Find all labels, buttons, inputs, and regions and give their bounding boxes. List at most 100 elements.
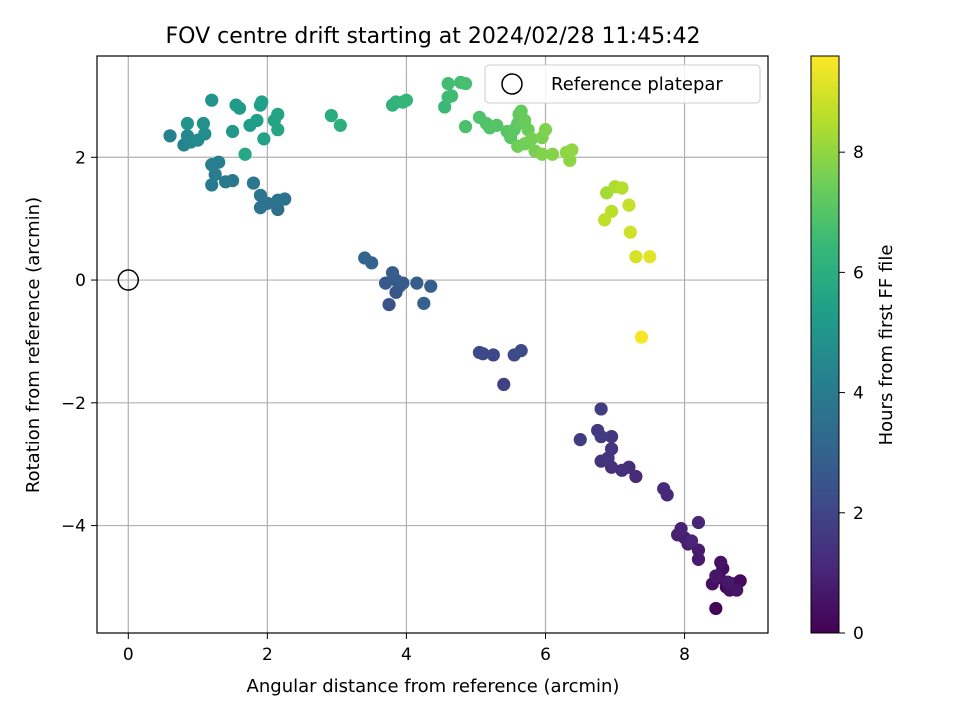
data-point [486,348,500,362]
data-point [657,482,671,496]
data-point [709,569,723,583]
data-point [524,132,539,146]
data-point [643,250,657,264]
data-point [255,95,269,109]
y-tick-label: −2 [61,394,86,414]
data-point [232,101,247,115]
x-tick-label: 4 [401,645,412,665]
plot-frame [96,55,769,634]
data-point [458,119,473,134]
x-tick-label: 0 [123,645,134,665]
data-point [604,442,619,456]
reference-platepar-marker [117,269,140,291]
data-point [180,116,194,131]
data-point [225,124,240,139]
data-point [615,181,629,195]
colorbar-tick-label: 2 [853,504,864,524]
data-point [604,429,619,444]
data-point [196,116,210,131]
data-point [721,575,735,589]
data-point [714,555,728,570]
data-point [634,330,649,344]
axis-ticks: 0 2 4 6 8 −4 −2 0 2 [61,148,690,665]
data-point [622,198,636,212]
data-point [445,89,459,103]
x-tick-label: 8 [679,645,690,665]
chart-title: FOV centre drift starting at 2024/02/28 … [166,24,701,49]
data-point [198,127,212,141]
data-point [565,143,579,157]
data-point [257,132,271,146]
legend: Reference platepar [484,64,761,104]
data-point [594,402,608,416]
data-point [684,534,699,548]
data-point [358,251,372,265]
data-point [535,147,549,161]
data-point [490,118,504,132]
x-tick-label: 6 [540,645,551,665]
data-point [730,583,744,597]
data-point [271,202,285,217]
data-point [205,178,219,192]
data-point [615,463,629,477]
data-point [333,118,347,132]
colorbar-ticks: 0 2 4 6 8 [839,143,864,644]
data-point [573,433,587,447]
data-point [623,225,637,239]
data-point [691,543,706,557]
data-point [253,188,268,202]
legend-box [484,64,761,104]
data-point [674,522,688,536]
x-axis-label: Angular distance from reference (arcmin) [247,676,620,697]
data-point [458,77,473,91]
data-point [238,147,252,161]
data-point [514,344,528,358]
data-point [253,201,268,215]
colorbar-tick-label: 6 [853,263,864,283]
legend-reference-marker [501,73,523,95]
data-point [180,129,194,143]
legend-entry-reference: Reference platepar [551,74,723,95]
data-point [594,429,608,444]
axes-border [96,55,769,634]
data-point [538,123,553,137]
data-point [205,93,219,107]
data-point [278,192,292,206]
data-point [219,175,233,189]
colorbar-tick-label: 4 [853,384,864,404]
data-points [117,75,747,616]
x-tick-label: 2 [262,645,273,665]
data-point [410,276,424,290]
data-point [441,77,455,91]
data-point [396,276,410,290]
data-point [709,601,723,616]
y-tick-label: −4 [61,517,86,537]
y-tick-label: 0 [75,271,86,291]
data-point [497,377,511,391]
data-point [629,250,643,264]
data-point [597,213,612,227]
data-point [629,469,643,484]
data-point [271,107,285,121]
data-point [399,93,414,107]
data-point [472,345,487,360]
y-tick-label: 2 [75,148,86,168]
data-point [385,266,400,280]
data-point [424,279,438,293]
data-point [271,123,285,137]
colorbar-tick-label: 0 [853,624,864,644]
data-point [691,552,706,566]
colorbar-tick-label: 8 [853,143,864,163]
data-point [250,113,264,128]
y-axis-label: Rotation from reference (arcmin) [23,197,44,493]
colorbar: 0 2 4 6 8 Hours from first FF file [810,55,897,644]
data-point [545,147,560,161]
data-point [246,176,261,190]
data-point [163,129,177,143]
data-point [417,296,431,310]
data-point [382,298,396,312]
colorbar-label: Hours from first FF file [876,245,897,446]
colorbar-gradient [810,55,840,634]
data-point [324,108,338,123]
